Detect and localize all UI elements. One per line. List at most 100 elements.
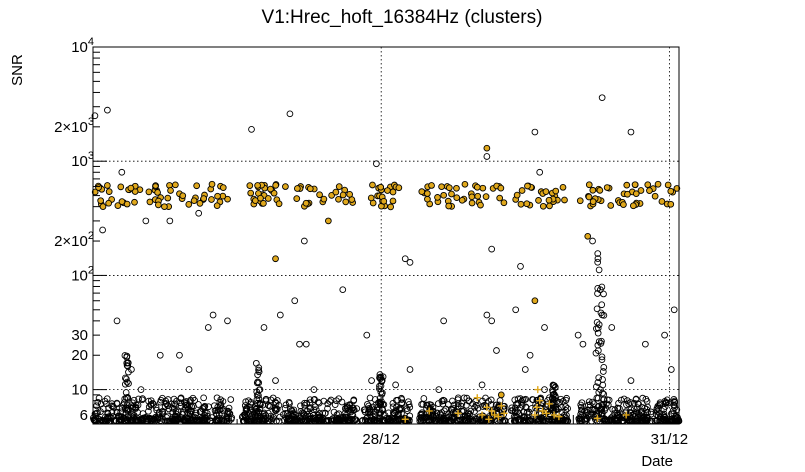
data-point [247, 189, 255, 197]
data-point [401, 415, 409, 423]
data-point [449, 409, 457, 416]
data-point [667, 187, 675, 195]
data-point [270, 189, 278, 197]
data-point [669, 407, 677, 414]
y-tick-label: 10 [71, 382, 88, 399]
data-point [203, 410, 211, 417]
data-point [634, 400, 642, 407]
data-point [104, 413, 111, 421]
data-point [643, 417, 651, 424]
data-point [642, 413, 650, 421]
data-point [272, 255, 279, 263]
data-point [255, 395, 263, 402]
data-point [254, 378, 262, 386]
data-point [200, 394, 207, 402]
data-point [401, 255, 409, 263]
data-point [122, 410, 130, 417]
data-point [595, 266, 603, 274]
data-point [394, 396, 402, 404]
data-point [428, 182, 435, 189]
grid [93, 47, 679, 424]
data-point [559, 183, 567, 191]
data-point [638, 407, 646, 415]
data-point [598, 356, 606, 364]
data-point [450, 401, 458, 409]
data-point [646, 187, 653, 194]
data-point [457, 416, 465, 424]
data-point [155, 410, 163, 417]
data-point [118, 168, 126, 176]
data-point [493, 347, 500, 354]
data-point [179, 192, 187, 200]
data-point [533, 403, 541, 411]
data-point [511, 408, 519, 415]
data-point [380, 417, 387, 424]
data-point [597, 405, 604, 413]
data-point [204, 324, 212, 331]
data-point [603, 184, 611, 191]
data-point [670, 306, 678, 314]
data-point [658, 198, 666, 205]
data-point [445, 184, 453, 192]
data-point [435, 386, 443, 393]
data-point [301, 399, 308, 407]
data-point [398, 409, 405, 417]
data-point [166, 217, 174, 225]
data-point [478, 381, 486, 389]
data-point [654, 180, 662, 188]
data-point [546, 202, 553, 210]
data-point [361, 406, 369, 414]
data-point [488, 245, 496, 253]
data-point [438, 183, 445, 191]
data-point [378, 377, 386, 385]
data-point [468, 193, 476, 201]
data-point [517, 200, 525, 208]
data-point [630, 202, 637, 210]
data-point [583, 415, 591, 423]
data-point [306, 185, 314, 193]
data-point [113, 317, 121, 325]
data-point [139, 410, 147, 417]
data-point [159, 409, 167, 416]
data-point [113, 408, 121, 416]
data-point [219, 184, 227, 191]
data-point [294, 185, 301, 192]
data-point [195, 401, 202, 408]
data-point [208, 414, 216, 421]
data-point [473, 415, 480, 423]
data-point [91, 416, 99, 424]
data-point [579, 340, 587, 348]
data-point [577, 403, 585, 411]
axes: 28/12 31/12 6 10 20 30 102 2×102 103 2×103 104 [54, 36, 688, 448]
data-point [164, 194, 172, 202]
data-point [290, 406, 298, 414]
data-point [321, 410, 329, 417]
data-point [252, 359, 260, 367]
data-point [393, 403, 400, 411]
data-point [420, 395, 428, 402]
data-point [460, 394, 468, 402]
data-point [118, 198, 126, 205]
data-point [545, 196, 553, 204]
data-point [303, 399, 311, 407]
data-point [211, 407, 219, 415]
data-point [597, 386, 604, 394]
data-point [379, 406, 387, 414]
data-point [671, 397, 678, 405]
data-point [624, 190, 631, 198]
data-point [389, 409, 397, 417]
data-point [600, 390, 608, 398]
data-point [363, 331, 371, 339]
data-point [623, 181, 631, 189]
data-point [469, 400, 477, 408]
data-point [661, 331, 668, 339]
data-point [597, 340, 605, 347]
data-point [599, 409, 606, 417]
data-point [389, 188, 397, 196]
data-point [531, 411, 539, 419]
data-point [599, 376, 606, 383]
data-point [536, 397, 544, 405]
data-point [589, 237, 596, 245]
data-point [213, 202, 221, 210]
data-point [627, 128, 635, 136]
